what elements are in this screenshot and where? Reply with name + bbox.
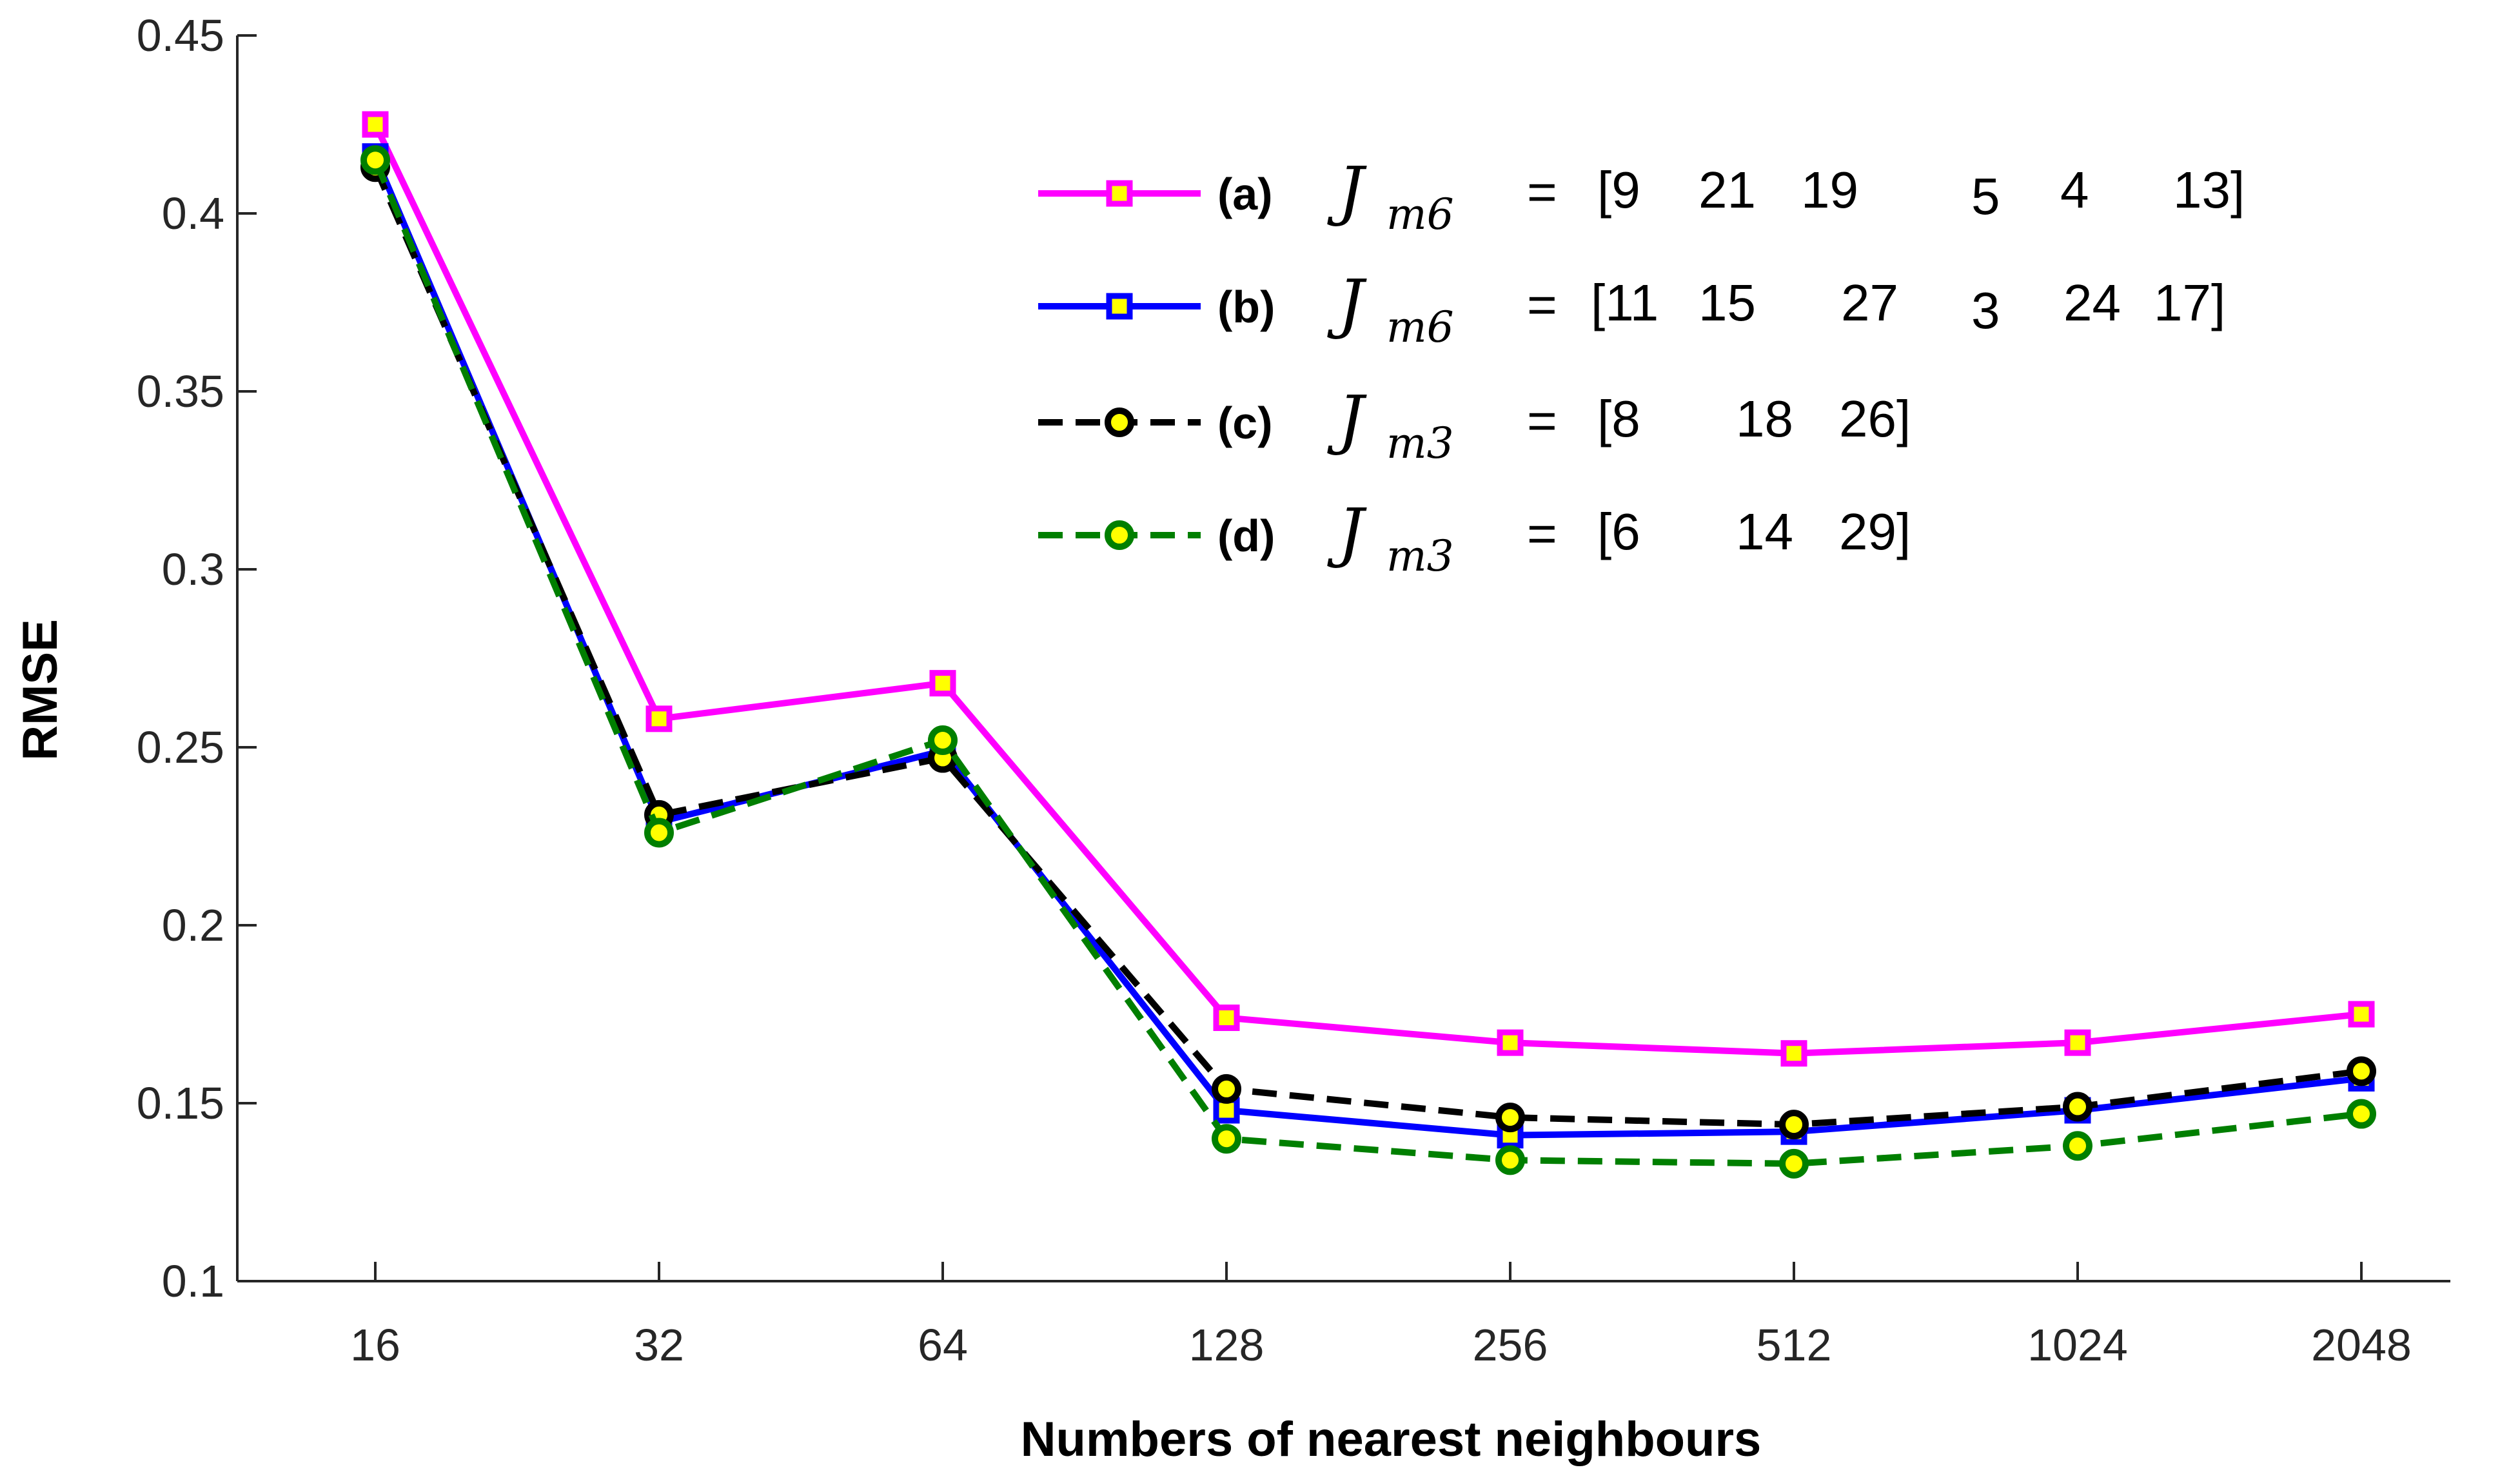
legend-tag: (b) bbox=[1217, 282, 1275, 332]
series-d-point bbox=[928, 725, 958, 755]
series-a-point bbox=[1497, 1029, 1524, 1056]
series-d-point bbox=[360, 145, 390, 175]
axes: 0.1 0.15 0.2 0.25 0.3 0.35 0.4 0.45 16 32 64 128 256… bbox=[137, 10, 2450, 1370]
x-tick-label: 1024 bbox=[2027, 1320, 2128, 1370]
legend-subscript: m6 bbox=[1386, 302, 1454, 352]
series-a bbox=[362, 111, 2375, 1067]
legend-swatch-marker bbox=[1105, 407, 1134, 437]
series-c-point bbox=[1212, 1074, 1241, 1104]
x-tick-label: 256 bbox=[1473, 1320, 1548, 1370]
legend-tag: (c) bbox=[1217, 398, 1273, 448]
legend-symbol: J bbox=[1327, 495, 1367, 570]
series-a-point bbox=[2348, 1001, 2375, 1028]
series-c-point bbox=[2063, 1092, 2092, 1122]
series-c-line bbox=[372, 166, 2362, 1128]
series-d-line bbox=[372, 159, 2362, 1167]
legend-vector-value: 17] bbox=[2154, 274, 2225, 331]
legend-vector-value: 14 bbox=[1736, 503, 1793, 560]
legend-vector-value: 4 bbox=[2060, 161, 2089, 219]
legend-equals: = bbox=[1527, 392, 1557, 449]
series-d-point bbox=[2063, 1131, 2092, 1161]
series-a-point bbox=[1213, 1005, 1240, 1032]
series-a-point bbox=[2064, 1029, 2091, 1056]
legend-vector-value: 19 bbox=[1801, 161, 1858, 219]
legend-subscript: m3 bbox=[1386, 531, 1454, 581]
x-tick-label: 64 bbox=[918, 1320, 968, 1370]
legend-vector-value: [11 bbox=[1591, 274, 1659, 331]
series-d-point bbox=[644, 818, 674, 848]
legend-subscript: m6 bbox=[1386, 190, 1454, 239]
y-tick-label: 0.15 bbox=[137, 1078, 224, 1128]
series-a-line bbox=[372, 123, 2362, 1057]
series-b-line bbox=[372, 155, 2362, 1139]
x-tick-label: 2048 bbox=[2311, 1320, 2412, 1370]
legend-vector-value: 27 bbox=[1841, 274, 1898, 331]
series-c-point bbox=[2347, 1056, 2376, 1086]
y-tick-label: 0.25 bbox=[137, 722, 224, 772]
series-d bbox=[360, 145, 2376, 1179]
legend-vector-value: 24 bbox=[2063, 274, 2121, 331]
legend-vector-value: 13] bbox=[2173, 161, 2245, 219]
series-d-point bbox=[1212, 1124, 1241, 1154]
series-d-point bbox=[2347, 1099, 2376, 1129]
legend-vector-value: 21 bbox=[1698, 161, 1756, 219]
series-layer bbox=[360, 111, 2376, 1179]
legend-swatch-marker bbox=[1105, 520, 1134, 550]
legend-equals: = bbox=[1527, 505, 1557, 562]
legend-vector-value: 5 bbox=[1971, 168, 2000, 225]
y-tick-label: 0.1 bbox=[162, 1256, 224, 1306]
y-tick-label: 0.4 bbox=[162, 188, 224, 239]
legend-swatch-marker bbox=[1106, 180, 1133, 207]
x-tick-label: 16 bbox=[350, 1320, 400, 1370]
y-tick-label: 0.3 bbox=[162, 544, 224, 594]
y-tick-label: 0.35 bbox=[137, 366, 224, 417]
legend-tag: (d) bbox=[1217, 511, 1275, 561]
series-a-point bbox=[1780, 1040, 1807, 1067]
legend-symbol: J bbox=[1327, 266, 1367, 341]
x-axis-title: Numbers of nearest neighbours bbox=[1021, 1412, 1762, 1467]
series-a-point bbox=[929, 670, 956, 697]
legend-equals: = bbox=[1527, 276, 1557, 333]
series-c-point bbox=[1495, 1103, 1525, 1133]
legend-vector-value: 26] bbox=[1839, 390, 1911, 447]
legend-vector-value: 3 bbox=[1971, 282, 2000, 339]
legend-vector-value: [6 bbox=[1597, 503, 1640, 560]
y-axis-title: RMSE bbox=[13, 619, 68, 761]
legend-swatch-marker bbox=[1106, 293, 1133, 320]
y-tick-label: 0.2 bbox=[162, 900, 224, 950]
legend-equals: = bbox=[1527, 163, 1557, 221]
legend-vector-value: 15 bbox=[1698, 274, 1756, 331]
legend-vector-value: 18 bbox=[1736, 390, 1793, 447]
series-a-point bbox=[362, 111, 389, 138]
series-a-point bbox=[645, 705, 673, 732]
series-d-point bbox=[1495, 1145, 1525, 1175]
x-tick-label: 512 bbox=[1757, 1320, 1832, 1370]
legend-tag: (a) bbox=[1217, 169, 1273, 219]
legend-vector-value: [8 bbox=[1597, 390, 1640, 447]
y-tick-label: 0.45 bbox=[137, 10, 224, 61]
legend-subscript: m3 bbox=[1386, 418, 1454, 468]
x-tick-label: 128 bbox=[1189, 1320, 1265, 1370]
legend-vector-value: [9 bbox=[1597, 161, 1640, 219]
x-tick-label: 32 bbox=[634, 1320, 684, 1370]
legend-vector-value: 29] bbox=[1839, 503, 1911, 560]
legend-symbol: J bbox=[1327, 153, 1367, 228]
series-d-point bbox=[1779, 1148, 1809, 1179]
legend-symbol: J bbox=[1327, 382, 1367, 457]
series-c-point bbox=[1779, 1110, 1809, 1140]
